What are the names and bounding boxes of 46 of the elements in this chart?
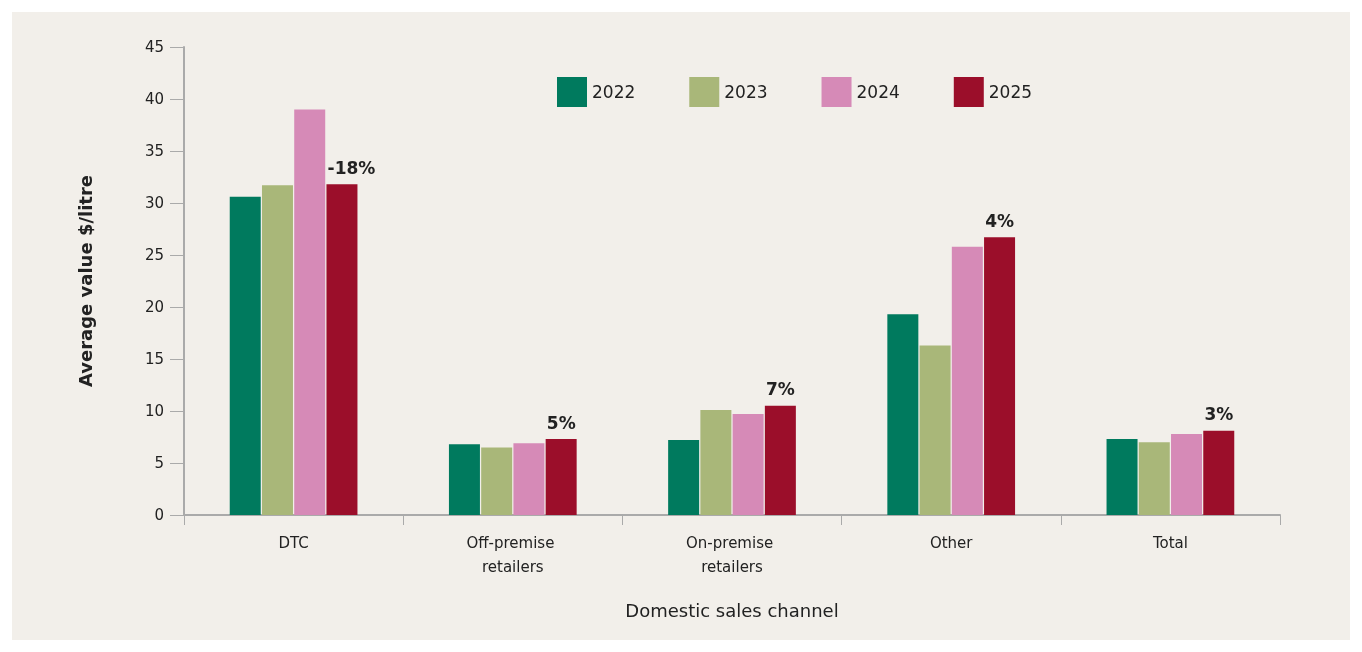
bar (732, 414, 764, 515)
y-axis-title: Average value $/litre (74, 174, 96, 388)
legend-label: 2023 (724, 82, 768, 102)
legend-label: 2022 (592, 82, 636, 102)
y-tick-label: 30 (144, 194, 164, 212)
bar (951, 246, 983, 515)
bar (1171, 433, 1203, 515)
bar (764, 405, 796, 515)
y-tick-label: 15 (144, 350, 164, 368)
bar (1203, 430, 1235, 515)
bar (887, 314, 919, 515)
x-tick-label: Total (1151, 534, 1188, 552)
y-tick-label: 10 (144, 402, 164, 420)
y-tick-label: 35 (144, 142, 164, 160)
legend-label: 2025 (988, 82, 1033, 102)
bar (513, 443, 545, 515)
y-tick-label: 25 (144, 246, 164, 264)
x-tick-label: On-premise retailers (686, 534, 778, 576)
x-tick-label: DTC (278, 534, 309, 552)
bar (294, 109, 326, 515)
bar (261, 185, 293, 515)
annotation: -18% (327, 157, 376, 178)
bar (229, 196, 261, 515)
bar (919, 345, 951, 515)
bar (668, 440, 700, 515)
x-tick-label: Other (929, 534, 974, 552)
bar (700, 409, 732, 515)
bar (984, 237, 1016, 515)
annotation: 4% (985, 210, 1015, 231)
y-tick-label: 20 (144, 298, 164, 316)
x-tick-label: Off-premise retailers (466, 534, 560, 576)
annotation: 3% (1204, 404, 1234, 425)
bar (1106, 439, 1138, 515)
bar (1138, 442, 1170, 515)
y-tick-label: 0 (154, 506, 164, 524)
annotation: 7% (766, 379, 795, 400)
annotation: 5% (546, 412, 576, 433)
y-tick-label: 5 (154, 454, 164, 472)
x-axis-title: Domestic sales channel (625, 599, 839, 621)
y-tick-label: 45 (144, 38, 164, 56)
y-tick-label: 40 (144, 90, 164, 108)
bar (448, 444, 480, 515)
bar (326, 184, 358, 515)
bar (481, 447, 513, 515)
legend-label: 2024 (856, 82, 900, 102)
bar (545, 439, 577, 515)
